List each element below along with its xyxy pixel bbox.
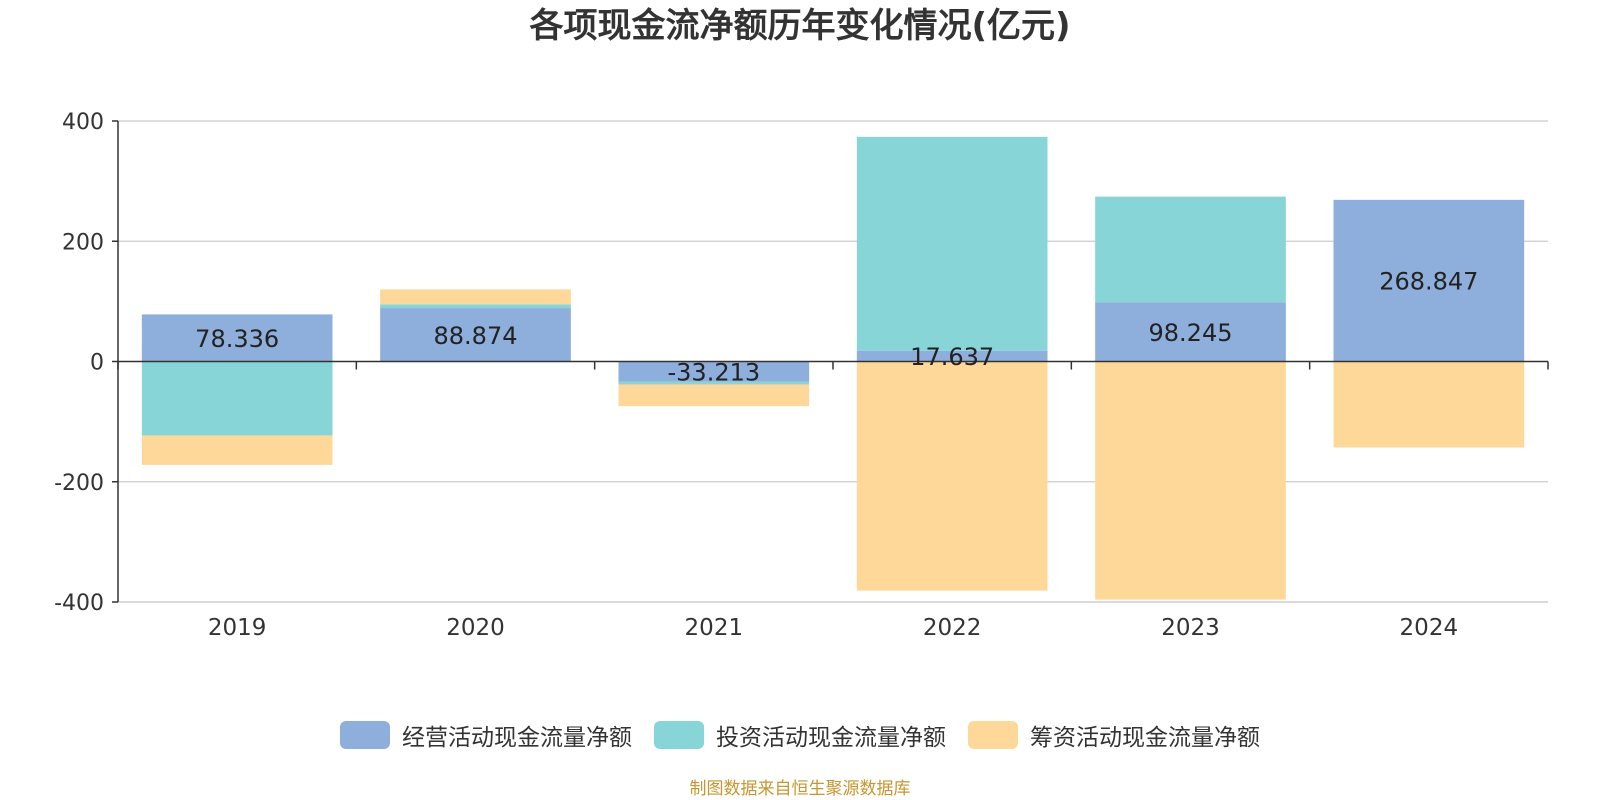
bar-series-1-2019 [141, 361, 333, 436]
bar-series-0-2020 [380, 308, 571, 362]
bar-series-2-2020 [380, 289, 571, 305]
y-tick-label: -400 [54, 591, 104, 616]
y-tick-label: 400 [62, 110, 104, 135]
legend-swatch [654, 721, 704, 749]
legend-item[interactable]: 筹资活动现金流量净额 [968, 718, 1260, 752]
y-tick-label: 0 [90, 351, 104, 376]
bars [141, 136, 1525, 600]
legend-swatch [968, 721, 1018, 749]
bar-series-1-2022 [856, 136, 1048, 351]
legend: 经营活动现金流量净额 投资活动现金流量净额 筹资活动现金流量净额 [0, 718, 1600, 752]
bar-series-1-2021 [618, 381, 810, 385]
y-tick-label: -200 [54, 471, 104, 496]
data-label-2020: 88.874 [434, 322, 518, 350]
bar-series-2-2021 [618, 384, 810, 407]
legend-label: 投资活动现金流量净额 [716, 725, 946, 751]
source-note: 制图数据来自恒生聚源数据库 [689, 779, 911, 799]
data-labels: 78.336 88.874 -33.213 17.637 98.245 268.847 [195, 268, 1478, 387]
legend-swatch [340, 721, 390, 749]
data-label-2023: 98.245 [1149, 319, 1233, 347]
data-label-2019: 78.336 [195, 325, 279, 353]
bar-series-1-2023 [1095, 196, 1286, 303]
legend-label: 经营活动现金流量净额 [402, 725, 632, 751]
bar-series-0-2023 [1095, 302, 1286, 362]
data-label-2021: -33.213 [668, 358, 761, 386]
bar-series-0-2019 [141, 314, 333, 362]
bar-series-2-2023 [1095, 361, 1286, 600]
legend-item[interactable]: 经营活动现金流量净额 [340, 718, 632, 752]
bar-series-0-2022 [856, 350, 1048, 362]
legend-item[interactable]: 投资活动现金流量净额 [654, 718, 946, 752]
chart-title: 各项现金流净额历年变化情况(亿元) [529, 6, 1071, 46]
legend-label: 筹资活动现金流量净额 [1030, 725, 1260, 751]
x-tick-label: 2023 [1161, 615, 1220, 641]
bar-series-0-2024 [1333, 199, 1525, 362]
data-label-2024: 268.847 [1379, 268, 1478, 296]
y-tick-label: 200 [62, 230, 104, 255]
x-tick-label: 2024 [1400, 615, 1459, 641]
bar-series-1-2020 [380, 304, 571, 309]
bar-series-2-2024 [1333, 361, 1525, 448]
bar-series-2-2022 [856, 361, 1048, 591]
bar-series-2-2019 [141, 435, 333, 465]
data-label-2022: 17.637 [910, 343, 994, 371]
x-tick-label: 2019 [208, 615, 267, 641]
x-tick-label: 2022 [923, 615, 982, 641]
bar-series-0-2021 [618, 361, 810, 382]
x-tick-label: 2020 [446, 615, 505, 641]
x-tick-label: 2021 [685, 615, 744, 641]
axes: 400 200 0 -200 -400 2019 2020 2021 2022 2023 2024 [54, 110, 1549, 641]
